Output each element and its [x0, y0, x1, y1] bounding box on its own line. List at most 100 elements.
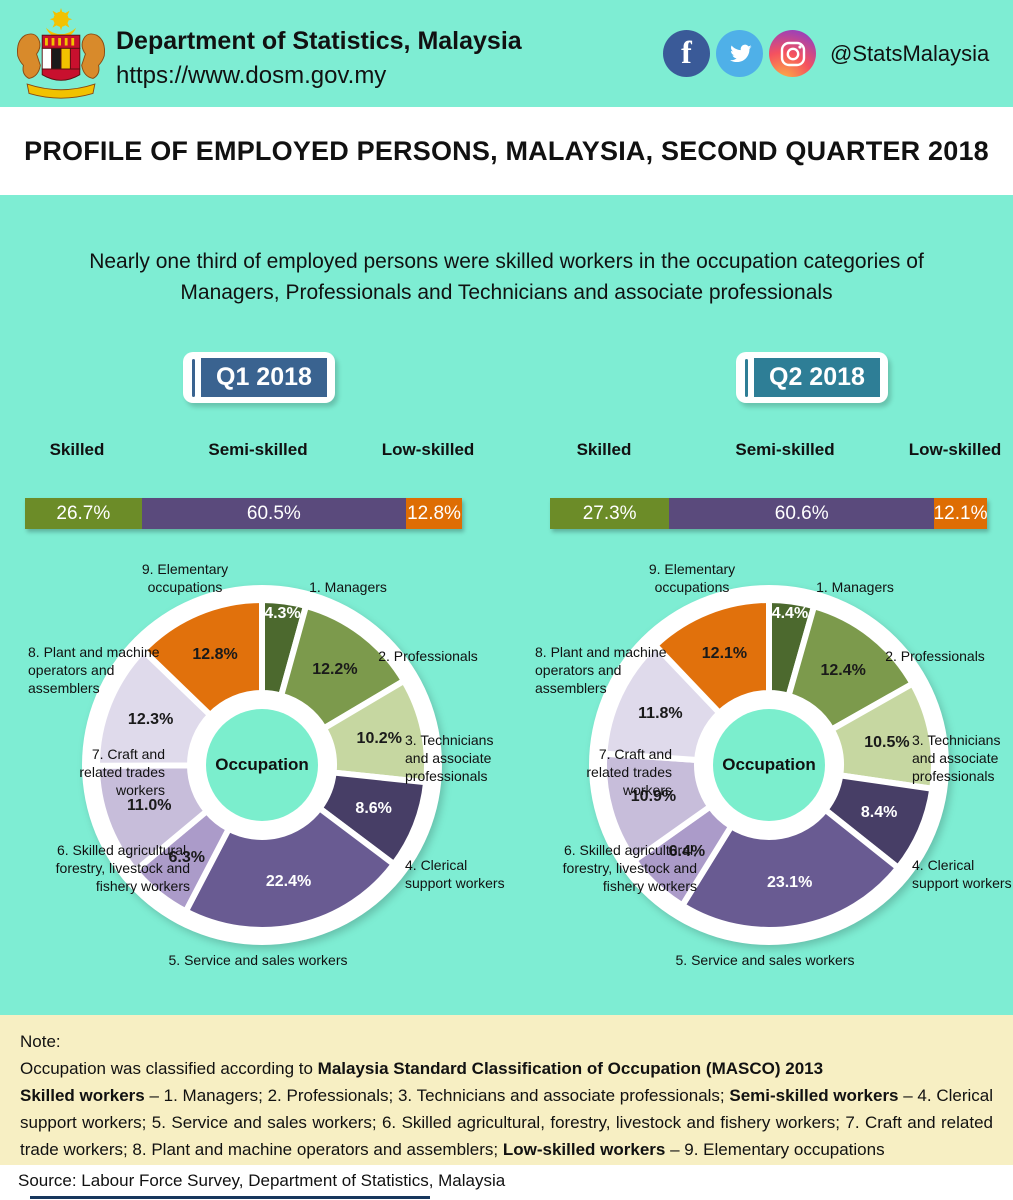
slice-percent-label: 12.3%	[127, 711, 174, 729]
skill-bar-segment-value: 60.5%	[246, 502, 301, 524]
category-label-line: operators and	[28, 662, 115, 678]
skill-bar-segment-value: 27.3%	[582, 502, 637, 524]
malaysia-coat-of-arms-logo	[16, 7, 106, 99]
slice-category-label: 6. Skilled agricultural, forestry, livest…	[563, 841, 697, 895]
category-label-line: and associate	[912, 750, 999, 766]
subtitle: Nearly one third of employed persons wer…	[0, 246, 1013, 308]
note-bold-segment: Low-skilled workers	[502, 1140, 666, 1159]
skill-bar-segment-value: 12.8%	[407, 502, 461, 524]
occupation-donut-chart: Occupation 4.3% 12.2% 10.2% 8.6% 22.4% 6.3% 11.…	[0, 545, 506, 1020]
category-label-line: and associate	[405, 750, 492, 766]
category-label-line: workers	[115, 782, 165, 798]
skill-bar-segment: 12.1%	[934, 498, 987, 529]
skill-share-bar: 26.7% 60.5% 12.8%	[25, 498, 462, 529]
category-label-line: 2. Professionals	[378, 648, 478, 664]
slice-percent-label: 12.2%	[312, 660, 358, 678]
category-label-line: 7. Craft and	[598, 746, 672, 762]
category-label-line: 4. Clerical	[405, 857, 468, 873]
slice-category-label: 5. Service and sales workers	[169, 951, 348, 969]
slice-category-label: 9. Elementary occupations	[142, 560, 228, 596]
slice-category-label: 1. Managers	[309, 578, 387, 596]
badge-tick	[745, 358, 748, 397]
slice-percent-label: 4.3%	[264, 605, 301, 623]
slice-percent-label: 8.4%	[860, 803, 898, 821]
slice-category-label: 9. Elementary occupations	[649, 560, 735, 596]
slice-category-label: 4. Clerical support workers	[912, 856, 1012, 892]
skill-bar-segment: 60.5%	[141, 498, 407, 529]
subtitle-line-1: Nearly one third of employed persons wer…	[89, 250, 924, 273]
donut-center-label: Occupation	[722, 755, 816, 774]
note-bold-segment: Malaysia Standard Classification of Occu…	[317, 1059, 824, 1078]
skill-bar-segment: 12.8%	[406, 498, 462, 529]
slice-percent-label: 4.4%	[771, 605, 809, 623]
slice-percent-label: 12.4%	[820, 661, 866, 679]
skill-level-header: Skilled	[576, 440, 632, 459]
note-bold-segment: Skilled workers	[20, 1086, 145, 1105]
skill-level-header: Semi-skilled	[208, 440, 308, 459]
header: Department of Statistics, Malaysia https…	[0, 0, 1013, 107]
title-band: PROFILE OF EMPLOYED PERSONS, MALAYSIA, S…	[0, 107, 1013, 195]
category-label-line: 5. Service and sales workers	[168, 952, 348, 968]
category-label-line: forestry, livestock and	[562, 860, 697, 876]
slice-category-label: 3. Technicians and associate professionals	[912, 731, 1000, 785]
slice-category-label: 7. Craft and related trades workers	[586, 745, 672, 799]
skill-level-header: Low-skilled	[908, 440, 1002, 459]
slice-percent-label: 10.2%	[356, 730, 402, 748]
slice-percent-label: 8.6%	[355, 799, 392, 817]
category-label-line: 9. Elementary	[648, 561, 736, 577]
category-label-line: operators and	[535, 662, 622, 678]
twitter-icon[interactable]	[716, 30, 763, 77]
category-label-line: forestry, livestock and	[55, 860, 190, 876]
department-url[interactable]: https://www.dosm.gov.my	[116, 62, 387, 89]
skill-bar-segment-value: 12.1%	[934, 502, 987, 524]
donut-center-label: Occupation	[215, 755, 309, 774]
department-title: Department of Statistics, Malaysia	[116, 27, 522, 55]
donut-hole	[206, 709, 318, 821]
slice-percent-label: 10.5%	[864, 733, 910, 751]
note-text-segment: – 4. Clerical support workers; 5. Servic…	[20, 1086, 993, 1159]
slice-percent-label: 12.1%	[701, 644, 748, 662]
skill-level-header: Skilled	[49, 440, 105, 459]
category-label-line: 3. Technicians	[912, 732, 1001, 748]
category-label-line: 8. Plant and machine	[28, 644, 160, 660]
slice-category-label: 2. Professionals	[885, 647, 985, 665]
slice-percent-label: 12.8%	[192, 645, 238, 663]
badge-tick	[192, 358, 195, 397]
donut-slice-5	[679, 806, 902, 933]
instagram-icon[interactable]	[769, 30, 816, 77]
slice-category-label: 3. Technicians and associate professionals	[405, 731, 493, 785]
instagram-camera-glyph	[780, 41, 805, 66]
twitter-bird-glyph	[729, 44, 752, 62]
quarter-badge: Q2 2018	[736, 352, 888, 403]
note-text-segment: Occupation was classified according to	[20, 1059, 318, 1078]
category-label-line: assemblers	[535, 680, 607, 696]
skill-level-header: Low-skilled	[381, 440, 475, 459]
note-classification-line: Occupation was classified according to M…	[20, 1055, 993, 1082]
slice-percent-label: 6.3%	[168, 849, 205, 867]
occupation-donut-chart: Occupation 4.4% 12.4% 10.5% 8.4% 23.1% 6.4% 10.…	[507, 545, 1013, 1020]
note-text-segment: – 9. Elementary occupations	[665, 1140, 885, 1159]
source-text: Source: Labour Force Survey, Department …	[18, 1171, 506, 1190]
slice-category-label: 6. Skilled agricultural, forestry, livest…	[56, 841, 190, 895]
slice-category-label: 7. Craft and related trades workers	[79, 745, 165, 799]
subtitle-line-2: Managers, Professionals and Technicians …	[180, 281, 833, 304]
note-text-segment: – 1. Managers; 2. Professionals; 3. Tech…	[144, 1086, 730, 1105]
slice-percent-label: 11.0%	[127, 797, 172, 815]
donut-svg	[82, 585, 442, 945]
slice-category-label: 2. Professionals	[378, 647, 478, 665]
note-skill-definitions: Skilled workers – 1. Managers; 2. Profes…	[20, 1082, 993, 1163]
facebook-icon[interactable]: f	[663, 30, 710, 77]
donut-svg	[589, 585, 949, 945]
category-label-line: professionals	[912, 768, 995, 784]
category-label-line: 7. Craft and	[91, 746, 165, 762]
category-label-line: support workers	[405, 875, 505, 891]
category-label-line: occupations	[147, 579, 223, 595]
category-label-line: fishery workers	[95, 878, 190, 894]
slice-percent-label: 10.9%	[630, 788, 677, 806]
note-bold-segment: Semi-skilled workers	[729, 1086, 899, 1105]
skill-bar-segment-value: 26.7%	[56, 502, 111, 524]
slice-category-label: 8. Plant and machine operators and assembl…	[535, 643, 667, 697]
quarter-badge-label: Q2 2018	[754, 358, 880, 397]
skill-bar-segment: 26.7%	[25, 498, 142, 529]
category-label-line: related trades	[586, 764, 672, 780]
